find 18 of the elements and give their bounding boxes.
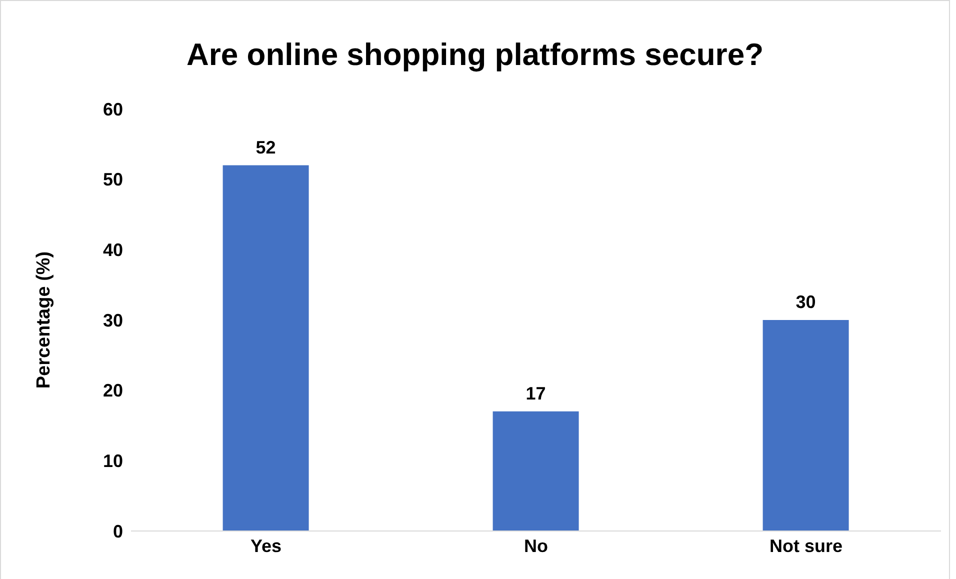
x-tick-label: Yes [250,536,282,556]
chart-title: Are online shopping platforms secure? [185,37,765,73]
x-tick-label: No [524,536,548,556]
y-tick-label: 60 [102,99,123,120]
y-axis-title: Percentage (%) [34,251,55,389]
y-tick-label: 30 [102,310,123,330]
y-tick-label: 40 [102,240,123,260]
y-tick-label: 50 [102,170,123,190]
y-tick-label: 20 [102,380,123,401]
bar [492,411,579,531]
bar [222,165,309,531]
y-tick-label: 0 [112,521,123,542]
x-tick-label: Not sure [769,536,843,556]
data-label: 52 [256,137,276,158]
y-tick-label: 10 [102,451,123,472]
data-label: 17 [526,383,546,404]
bar [762,320,849,531]
data-label: 30 [796,292,816,312]
